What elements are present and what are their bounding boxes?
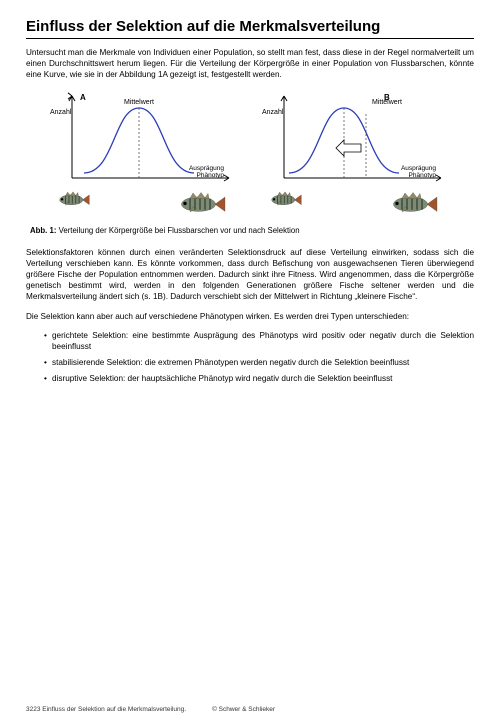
page: Einfluss der Selektion auf die Merkmalsv…	[0, 0, 500, 723]
list-item: disruptive Selektion: der hauptsächliche…	[44, 373, 474, 384]
list-item: stabilisierende Selektion: die extremen …	[44, 357, 474, 368]
list-item: gerichtete Selektion: eine bestimmte Aus…	[44, 330, 474, 352]
figure-panel-a: A Anzahl AusprägungPhänotyp Mittelwert	[44, 88, 244, 216]
caption-text: Verteilung der Körpergröße bei Flussbars…	[56, 226, 299, 235]
intro-paragraph: Untersucht man die Merkmale von Individu…	[26, 47, 474, 80]
svg-text:Phänotyp: Phänotyp	[197, 172, 225, 179]
figure-caption: Abb. 1: Verteilung der Körpergröße bei F…	[30, 226, 474, 235]
fish-small-icon	[268, 190, 302, 208]
svg-text:Anzahl: Anzahl	[50, 109, 72, 116]
svg-text:Ausprägung: Ausprägung	[401, 165, 436, 172]
body-paragraph-1: Selektionsfaktoren können durch einen ve…	[26, 247, 474, 302]
svg-text:Anzahl: Anzahl	[262, 109, 284, 116]
body-paragraph-2: Die Selektion kann aber auch auf verschi…	[26, 311, 474, 322]
caption-label: Abb. 1:	[30, 226, 56, 235]
page-footer: 3223 Einfluss der Selektion auf die Merk…	[26, 706, 275, 713]
svg-text:Ausprägung: Ausprägung	[189, 165, 224, 172]
footer-copyright: © Schwer & Schlieker	[212, 706, 275, 713]
fish-small-icon	[56, 190, 90, 208]
footer-doc-id: 3223 Einfluss der Selektion auf die Merk…	[26, 706, 186, 713]
fish-large-icon	[388, 190, 438, 216]
svg-text:A: A	[80, 93, 86, 102]
chart-a: A Anzahl AusprägungPhänotyp Mittelwert	[44, 88, 244, 188]
svg-text:Mittelwert: Mittelwert	[372, 99, 402, 106]
chart-b: BAnzahlAusprägungPhänotypMittelwert	[256, 88, 456, 188]
fish-large-icon	[176, 190, 226, 216]
fish-row-b	[256, 190, 456, 216]
figure-panel-b: BAnzahlAusprägungPhänotypMittelwert	[256, 88, 456, 216]
figure-1: AAnzahlAusprägungPhänotypMittelwert BAnz…	[26, 88, 474, 216]
svg-text:Mittelwert: Mittelwert	[124, 99, 154, 106]
page-title: Einfluss der Selektion auf die Merkmalsv…	[26, 18, 474, 35]
selection-types-list: gerichtete Selektion: eine bestimmte Aus…	[44, 330, 474, 384]
svg-text:Phänotyp: Phänotyp	[409, 172, 437, 179]
title-rule	[26, 38, 474, 39]
fish-row-a	[44, 190, 244, 216]
